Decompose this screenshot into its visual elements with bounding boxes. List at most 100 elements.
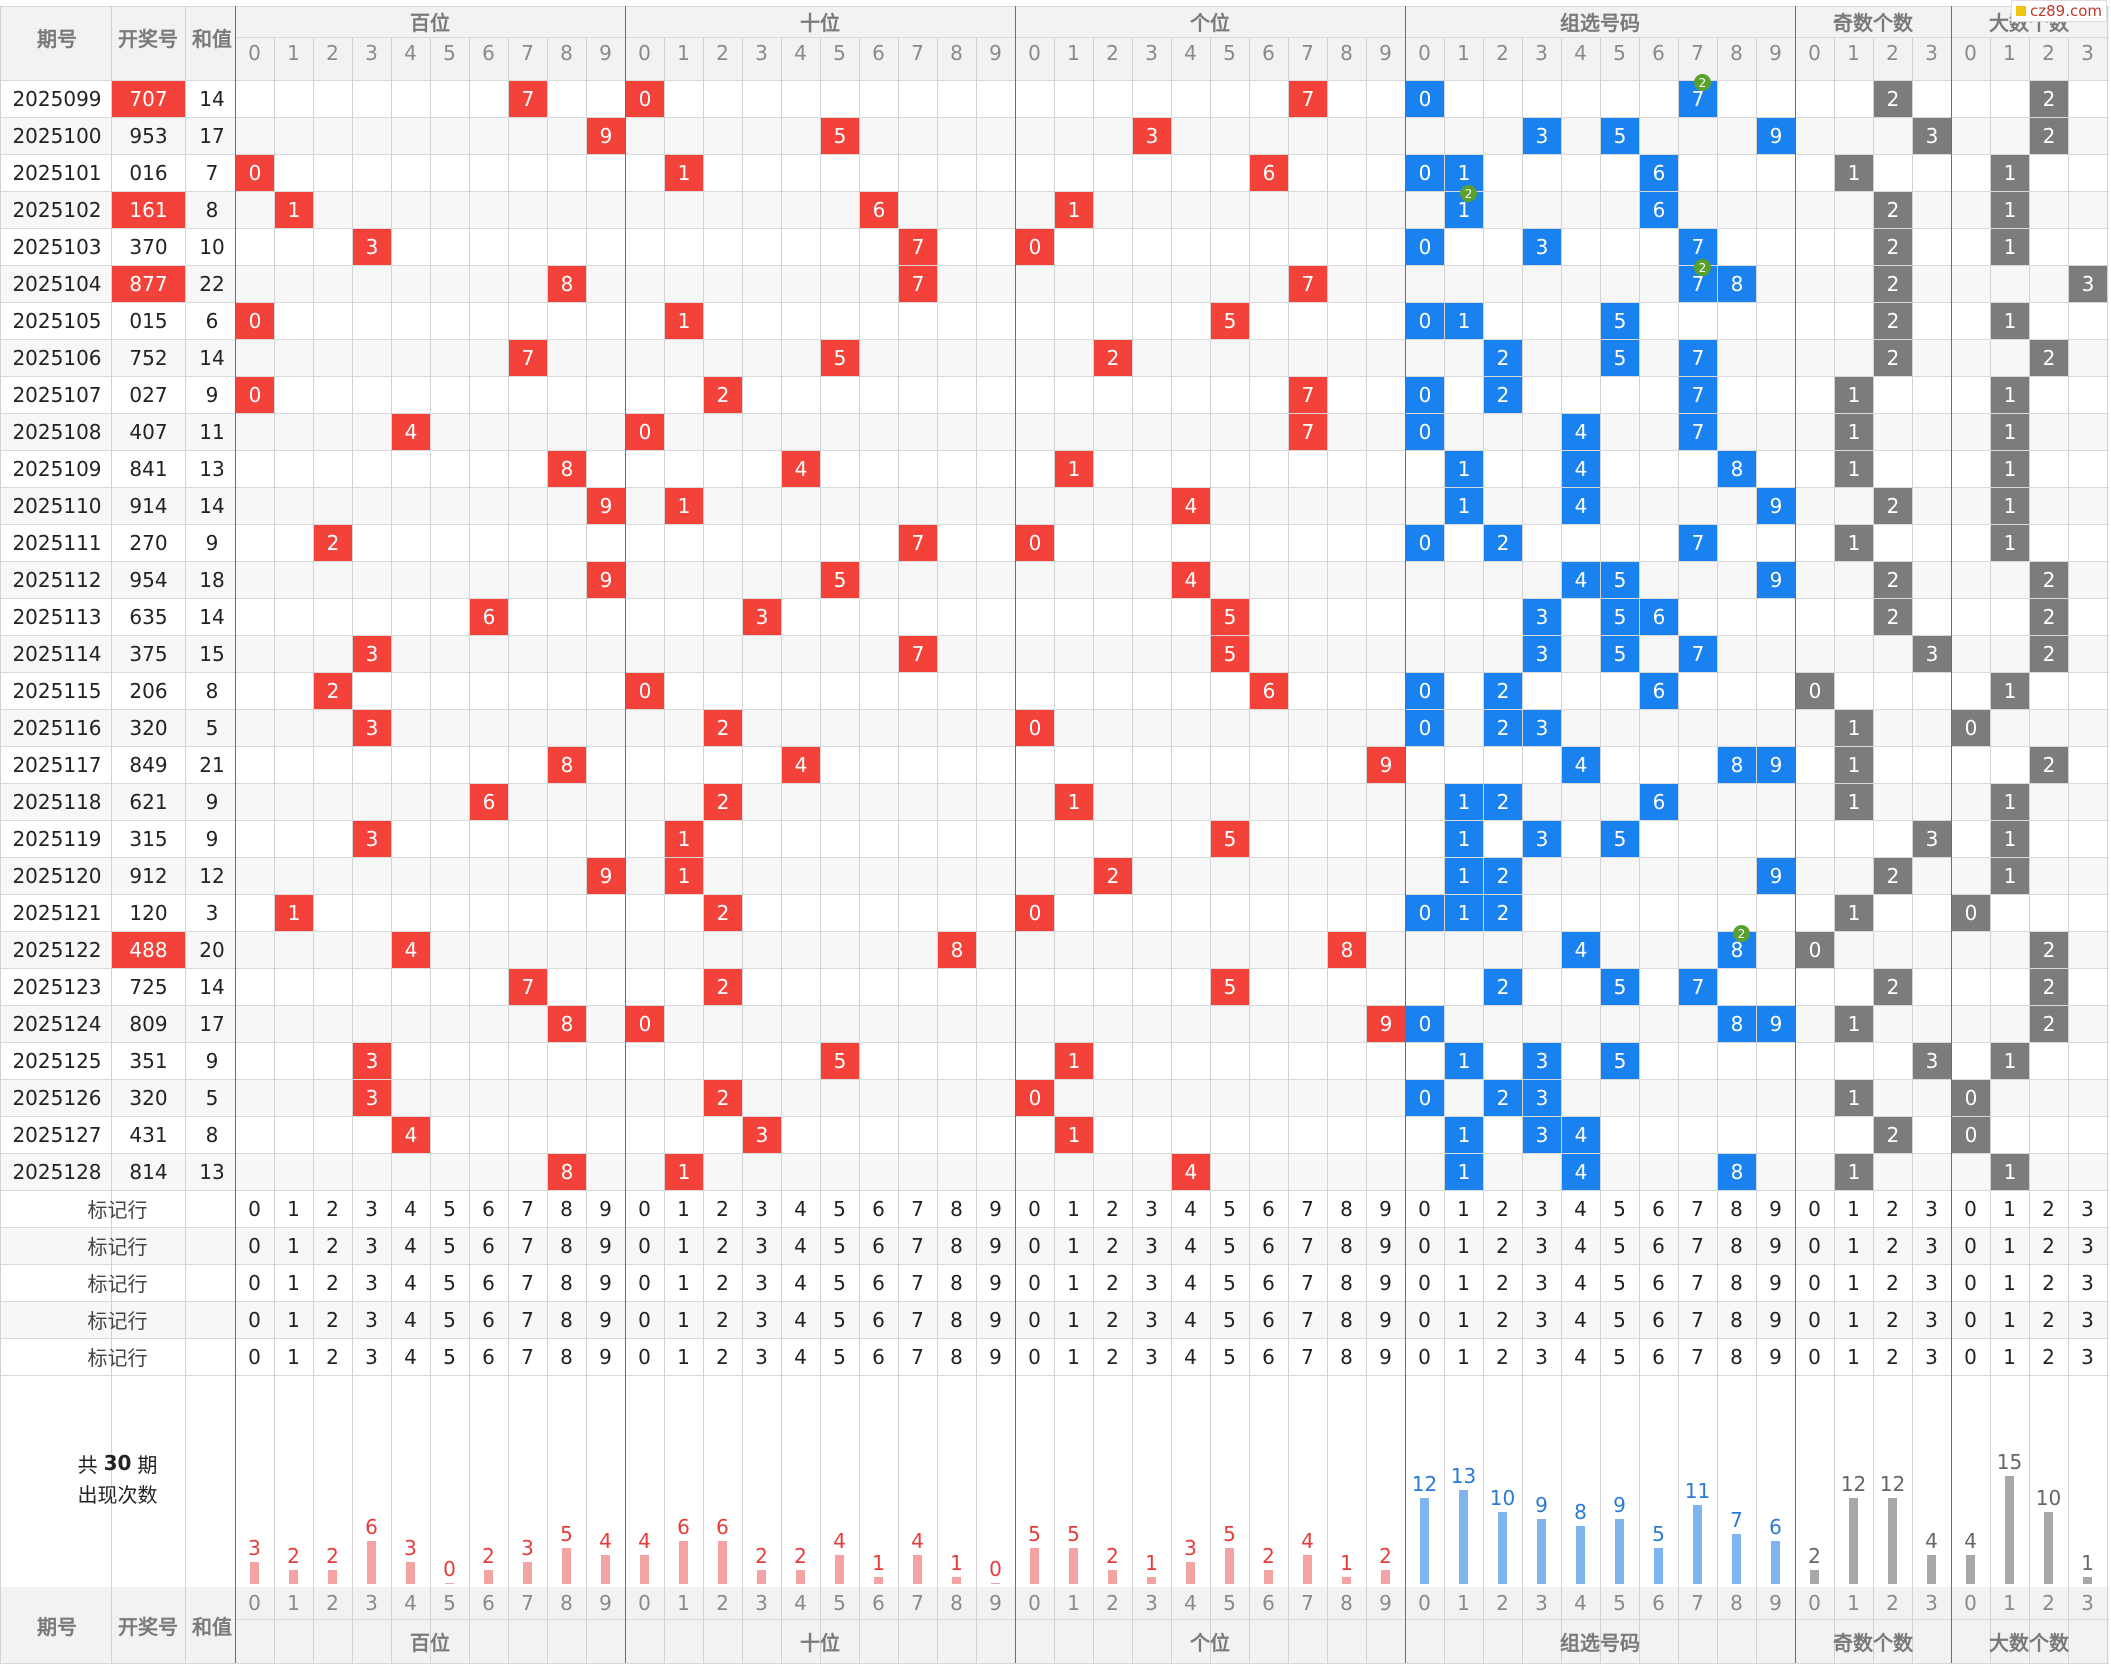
marker-cell[interactable]: 8 — [1730, 1307, 1743, 1332]
site-watermark[interactable]: cz89.com — [2010, 0, 2107, 22]
marker-cell[interactable]: 1 — [1067, 1270, 1080, 1295]
marker-cell[interactable]: 5 — [443, 1233, 456, 1258]
marker-cell[interactable]: 2 — [326, 1307, 339, 1332]
marker-cell[interactable]: 4 — [1184, 1233, 1197, 1258]
marker-cell[interactable]: 2 — [716, 1270, 729, 1295]
marker-cell[interactable]: 3 — [1535, 1233, 1548, 1258]
marker-cell[interactable]: 1 — [1847, 1307, 1860, 1332]
marker-cell[interactable]: 3 — [755, 1233, 768, 1258]
marker-cell[interactable]: 1 — [287, 1233, 300, 1258]
marker-cell[interactable]: 8 — [1730, 1233, 1743, 1258]
marker-cell[interactable]: 1 — [677, 1270, 690, 1295]
marker-cell[interactable]: 0 — [1964, 1270, 1977, 1295]
marker-cell[interactable]: 6 — [482, 1196, 495, 1221]
marker-cell[interactable]: 3 — [1535, 1196, 1548, 1221]
marker-cell[interactable]: 7 — [911, 1307, 924, 1332]
marker-cell[interactable]: 6 — [482, 1344, 495, 1369]
marker-cell[interactable]: 5 — [833, 1344, 846, 1369]
marker-cell[interactable]: 0 — [1964, 1344, 1977, 1369]
marker-cell[interactable]: 2 — [2042, 1344, 2055, 1369]
marker-cell[interactable]: 0 — [638, 1270, 651, 1295]
marker-cell[interactable]: 1 — [287, 1344, 300, 1369]
marker-cell[interactable]: 9 — [1379, 1307, 1392, 1332]
marker-cell[interactable]: 5 — [1613, 1344, 1626, 1369]
marker-cell[interactable]: 3 — [2081, 1270, 2094, 1295]
marker-cell[interactable]: 9 — [599, 1233, 612, 1258]
marker-cell[interactable]: 9 — [989, 1344, 1002, 1369]
marker-cell[interactable]: 5 — [443, 1344, 456, 1369]
marker-cell[interactable]: 0 — [1808, 1196, 1821, 1221]
marker-cell[interactable]: 1 — [1847, 1233, 1860, 1258]
marker-cell[interactable]: 1 — [2003, 1196, 2016, 1221]
marker-cell[interactable]: 2 — [1886, 1344, 1899, 1369]
marker-cell[interactable]: 0 — [248, 1196, 261, 1221]
marker-cell[interactable]: 7 — [911, 1196, 924, 1221]
marker-cell[interactable]: 5 — [1223, 1307, 1236, 1332]
marker-cell[interactable]: 4 — [404, 1270, 417, 1295]
marker-cell[interactable]: 4 — [794, 1196, 807, 1221]
marker-cell[interactable]: 1 — [2003, 1344, 2016, 1369]
marker-cell[interactable]: 1 — [1067, 1196, 1080, 1221]
marker-cell[interactable]: 1 — [1457, 1233, 1470, 1258]
marker-cell[interactable]: 2 — [1106, 1196, 1119, 1221]
marker-cell[interactable]: 2 — [1106, 1307, 1119, 1332]
marker-cell[interactable]: 1 — [1067, 1307, 1080, 1332]
marker-cell[interactable]: 7 — [911, 1344, 924, 1369]
marker-cell[interactable]: 7 — [1301, 1307, 1314, 1332]
marker-cell[interactable]: 5 — [1613, 1196, 1626, 1221]
marker-cell[interactable]: 2 — [1496, 1270, 1509, 1295]
marker-cell[interactable]: 0 — [1808, 1233, 1821, 1258]
marker-cell[interactable]: 6 — [1652, 1307, 1665, 1332]
marker-cell[interactable]: 7 — [1691, 1307, 1704, 1332]
marker-cell[interactable]: 4 — [404, 1344, 417, 1369]
marker-cell[interactable]: 5 — [833, 1307, 846, 1332]
marker-cell[interactable]: 1 — [1847, 1344, 1860, 1369]
marker-cell[interactable]: 0 — [1964, 1196, 1977, 1221]
marker-cell[interactable]: 0 — [1418, 1344, 1431, 1369]
marker-cell[interactable]: 7 — [1691, 1233, 1704, 1258]
marker-cell[interactable]: 6 — [1262, 1307, 1275, 1332]
marker-cell[interactable]: 4 — [1184, 1307, 1197, 1332]
marker-cell[interactable]: 2 — [716, 1196, 729, 1221]
marker-cell[interactable]: 8 — [560, 1233, 573, 1258]
marker-cell[interactable]: 0 — [248, 1307, 261, 1332]
marker-cell[interactable]: 3 — [365, 1233, 378, 1258]
marker-cell[interactable]: 6 — [1262, 1233, 1275, 1258]
marker-cell[interactable]: 3 — [755, 1196, 768, 1221]
marker-cell[interactable]: 3 — [1535, 1344, 1548, 1369]
marker-cell[interactable]: 8 — [950, 1196, 963, 1221]
marker-cell[interactable]: 2 — [1106, 1270, 1119, 1295]
marker-cell[interactable]: 2 — [1886, 1307, 1899, 1332]
marker-cell[interactable]: 9 — [989, 1196, 1002, 1221]
marker-cell[interactable]: 8 — [950, 1270, 963, 1295]
marker-cell[interactable]: 0 — [1964, 1233, 1977, 1258]
marker-cell[interactable]: 1 — [1067, 1233, 1080, 1258]
marker-cell[interactable]: 0 — [1808, 1270, 1821, 1295]
marker-cell[interactable]: 1 — [1847, 1196, 1860, 1221]
marker-cell[interactable]: 9 — [1769, 1344, 1782, 1369]
marker-cell[interactable]: 2 — [2042, 1233, 2055, 1258]
marker-cell[interactable]: 0 — [1028, 1196, 1041, 1221]
marker-cell[interactable]: 2 — [1886, 1233, 1899, 1258]
marker-cell[interactable]: 2 — [716, 1344, 729, 1369]
marker-cell[interactable]: 1 — [2003, 1270, 2016, 1295]
marker-cell[interactable]: 6 — [1262, 1196, 1275, 1221]
marker-cell[interactable]: 0 — [248, 1233, 261, 1258]
marker-cell[interactable]: 9 — [989, 1307, 1002, 1332]
marker-cell[interactable]: 8 — [1340, 1344, 1353, 1369]
marker-cell[interactable]: 2 — [2042, 1270, 2055, 1295]
marker-cell[interactable]: 2 — [326, 1270, 339, 1295]
marker-cell[interactable]: 0 — [1808, 1344, 1821, 1369]
marker-cell[interactable]: 3 — [755, 1307, 768, 1332]
marker-cell[interactable]: 1 — [2003, 1307, 2016, 1332]
marker-cell[interactable]: 5 — [1223, 1233, 1236, 1258]
marker-cell[interactable]: 2 — [716, 1307, 729, 1332]
marker-cell[interactable]: 6 — [1652, 1270, 1665, 1295]
marker-cell[interactable]: 0 — [638, 1307, 651, 1332]
marker-cell[interactable]: 8 — [950, 1233, 963, 1258]
marker-cell[interactable]: 8 — [950, 1344, 963, 1369]
marker-cell[interactable]: 9 — [1379, 1196, 1392, 1221]
marker-cell[interactable]: 6 — [1262, 1270, 1275, 1295]
marker-cell[interactable]: 3 — [1145, 1270, 1158, 1295]
marker-cell[interactable]: 8 — [1340, 1307, 1353, 1332]
